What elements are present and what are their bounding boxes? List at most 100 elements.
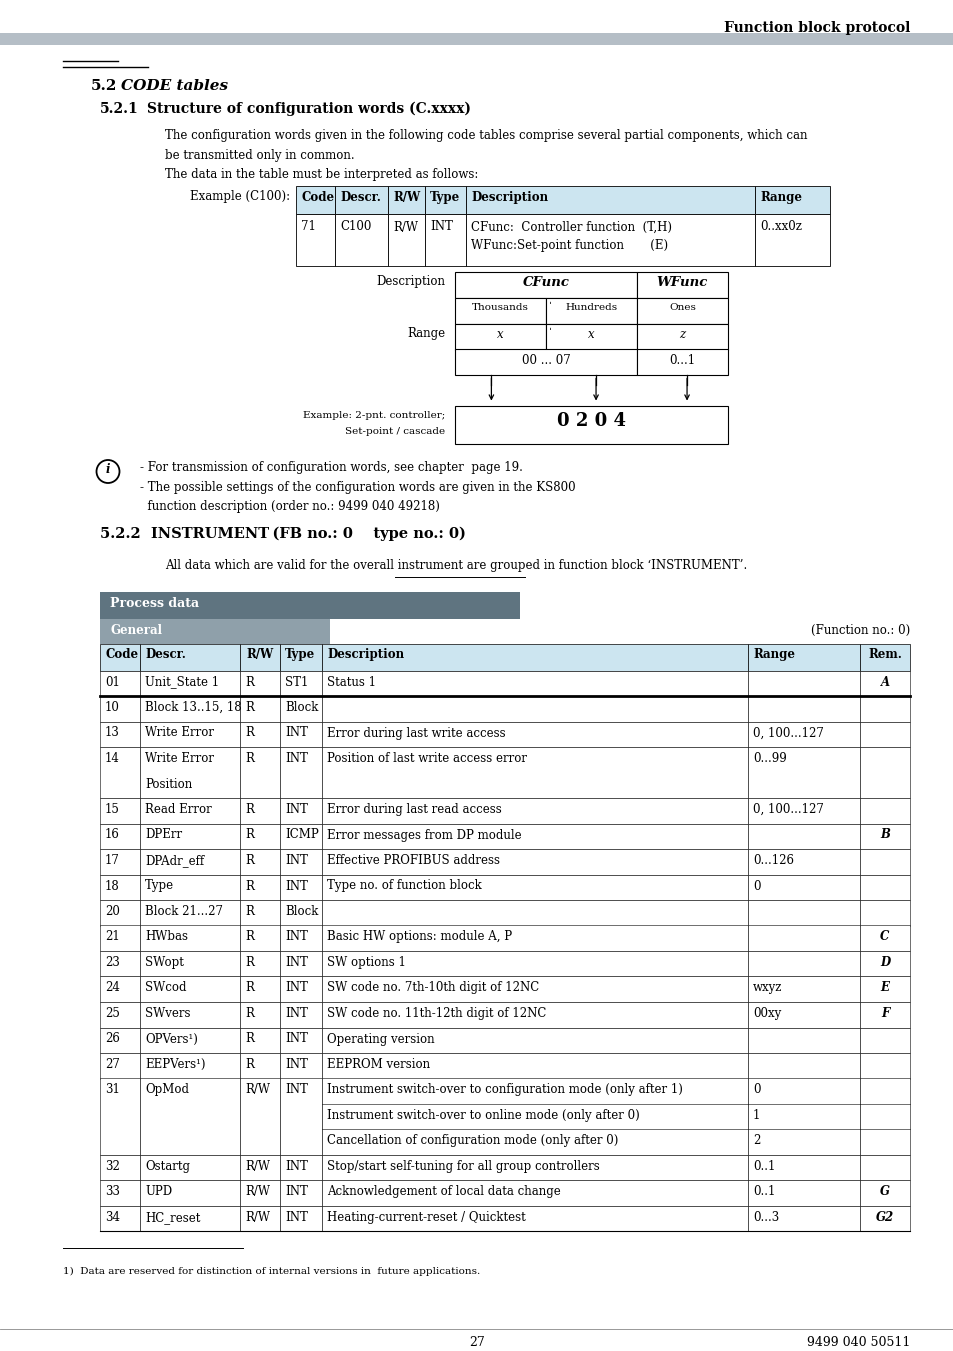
- Text: INT: INT: [285, 1084, 308, 1097]
- Text: Effective PROFIBUS address: Effective PROFIBUS address: [327, 854, 499, 867]
- Text: SWvers: SWvers: [145, 1006, 191, 1020]
- Bar: [100, 721, 140, 747]
- Text: - The possible settings of the configuration words are given in the KS800: - The possible settings of the configura…: [140, 481, 575, 494]
- Text: R: R: [245, 854, 253, 867]
- Text: INT: INT: [285, 957, 308, 969]
- Bar: [747, 1078, 859, 1155]
- Bar: [859, 1028, 909, 1052]
- Bar: [859, 798, 909, 824]
- Bar: [859, 874, 909, 900]
- Text: - For transmission of configuration words, see chapter  page 19.: - For transmission of configuration word…: [140, 462, 522, 474]
- Bar: [747, 824, 859, 848]
- Text: R: R: [245, 1032, 253, 1046]
- Text: HC_reset: HC_reset: [145, 1210, 200, 1224]
- Bar: [240, 670, 280, 696]
- Bar: [322, 900, 747, 925]
- Text: SWcod: SWcod: [145, 981, 186, 994]
- Bar: [140, 1206, 240, 1232]
- Text: R: R: [245, 828, 253, 842]
- Bar: [747, 721, 859, 747]
- Text: OPVers¹): OPVers¹): [145, 1032, 197, 1046]
- Text: R: R: [245, 931, 253, 943]
- Text: Status 1: Status 1: [327, 676, 375, 689]
- Text: CFunc:  Controller function  (T,H): CFunc: Controller function (T,H): [471, 220, 671, 234]
- Bar: [754, 213, 829, 266]
- Text: i: i: [106, 463, 111, 476]
- Bar: [322, 721, 747, 747]
- Text: Type: Type: [430, 190, 459, 204]
- Bar: [140, 798, 240, 824]
- Bar: [100, 592, 519, 619]
- Bar: [100, 1206, 140, 1232]
- Bar: [240, 848, 280, 874]
- Bar: [280, 747, 322, 798]
- Bar: [322, 1052, 747, 1078]
- Text: INT: INT: [285, 1185, 308, 1198]
- Bar: [747, 900, 859, 925]
- Text: Block 13..15, 18: Block 13..15, 18: [145, 701, 241, 713]
- Text: Thousands: Thousands: [472, 303, 528, 312]
- Bar: [747, 670, 859, 696]
- Text: SWopt: SWopt: [145, 957, 184, 969]
- Text: R: R: [245, 905, 253, 917]
- Bar: [747, 977, 859, 1002]
- Bar: [747, 1052, 859, 1078]
- Text: B: B: [879, 828, 889, 842]
- Text: Cancellation of configuration mode (only after 0): Cancellation of configuration mode (only…: [327, 1135, 618, 1147]
- Bar: [747, 1002, 859, 1028]
- Bar: [322, 1206, 747, 1232]
- Bar: [859, 1181, 909, 1206]
- Bar: [0, 32, 953, 45]
- Bar: [240, 644, 280, 670]
- Text: The configuration words given in the following code tables comprise several part: The configuration words given in the fol…: [165, 128, 806, 142]
- Text: Acknowledgement of local data change: Acknowledgement of local data change: [327, 1185, 560, 1198]
- Text: Descr.: Descr.: [145, 648, 186, 661]
- Bar: [240, 977, 280, 1002]
- Bar: [322, 977, 747, 1002]
- Bar: [280, 1155, 322, 1181]
- Bar: [100, 951, 140, 977]
- Text: wxyz: wxyz: [752, 981, 781, 994]
- Bar: [859, 848, 909, 874]
- Text: DPErr: DPErr: [145, 828, 182, 842]
- Bar: [322, 824, 747, 848]
- Bar: [322, 925, 747, 951]
- Text: R: R: [245, 727, 253, 739]
- Text: 0...126: 0...126: [752, 854, 793, 867]
- Text: 0, 100...127: 0, 100...127: [752, 727, 823, 739]
- Bar: [240, 721, 280, 747]
- Text: Basic HW options: module A, P: Basic HW options: module A, P: [327, 931, 512, 943]
- Text: 5.2: 5.2: [91, 78, 117, 93]
- Bar: [240, 1206, 280, 1232]
- Text: INT: INT: [285, 1006, 308, 1020]
- Bar: [280, 1028, 322, 1052]
- Text: 32: 32: [105, 1161, 120, 1173]
- Bar: [322, 951, 747, 977]
- Bar: [100, 848, 140, 874]
- Bar: [747, 848, 859, 874]
- Bar: [747, 925, 859, 951]
- Text: INT: INT: [285, 1161, 308, 1173]
- Text: R: R: [245, 676, 253, 689]
- Text: Stop/start self-tuning for all group controllers: Stop/start self-tuning for all group con…: [327, 1161, 599, 1173]
- Bar: [424, 213, 465, 266]
- Text: R: R: [245, 802, 253, 816]
- Bar: [545, 323, 637, 350]
- Bar: [280, 1002, 322, 1028]
- Bar: [280, 1052, 322, 1078]
- Text: Instrument switch-over to configuration mode (only after 1): Instrument switch-over to configuration …: [327, 1084, 682, 1097]
- Text: ˈ: ˈ: [548, 328, 551, 338]
- Text: Description: Description: [327, 648, 404, 661]
- Bar: [100, 900, 140, 925]
- Text: 27: 27: [469, 1336, 484, 1350]
- Text: ˈ: ˈ: [548, 303, 551, 312]
- Text: Block 21...27: Block 21...27: [145, 905, 223, 917]
- Bar: [100, 1181, 140, 1206]
- Text: 0..xx0z: 0..xx0z: [760, 220, 801, 234]
- Text: Process data: Process data: [110, 597, 199, 609]
- Text: SW code no. 11th-12th digit of 12NC: SW code no. 11th-12th digit of 12NC: [327, 1006, 546, 1020]
- Bar: [100, 1078, 140, 1155]
- Text: Rem.: Rem.: [867, 648, 901, 661]
- Bar: [747, 1206, 859, 1232]
- Bar: [100, 619, 330, 644]
